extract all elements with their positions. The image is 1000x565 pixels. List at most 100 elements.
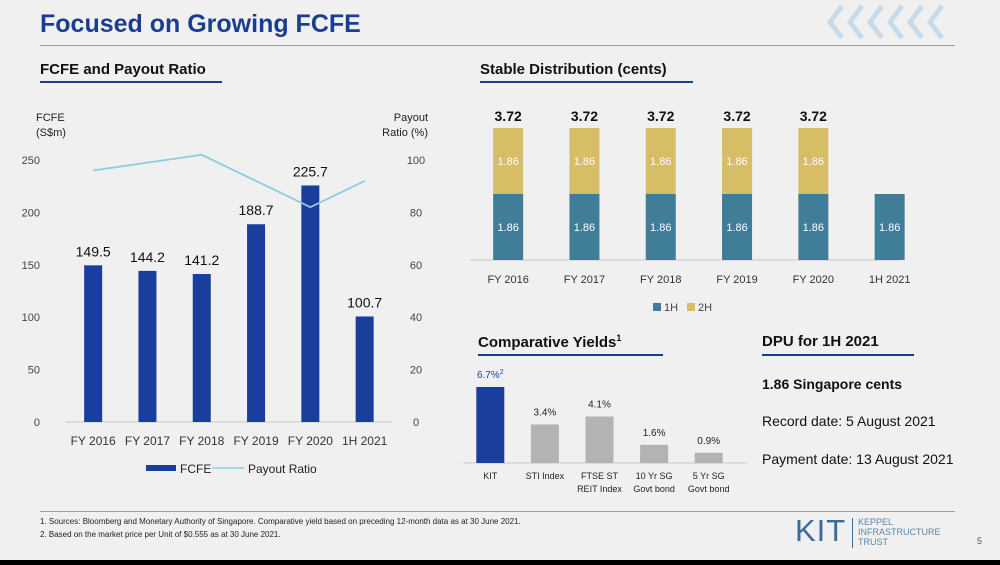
yield-bar — [585, 416, 614, 463]
fcfe-x-tick: 1H 2021 — [342, 434, 388, 448]
distribution-bar-2h — [645, 128, 676, 194]
legend-fcfe-label: FCFE — [180, 462, 211, 476]
fcfe-bar — [247, 224, 266, 422]
distribution-x-tick: 1H 2021 — [869, 274, 911, 286]
legend-payout-label: Payout Ratio — [248, 462, 317, 476]
fcfe-x-tick: FY 2018 — [179, 434, 224, 448]
fcfe-section-heading: FCFE and Payout Ratio — [40, 61, 206, 78]
distribution-bar-label: 1.86 — [879, 222, 900, 234]
fcfe-y-tick: 50 — [28, 365, 40, 377]
distribution-bar-1h — [569, 194, 600, 260]
dpu-heading-underline — [762, 354, 914, 356]
fcfe-bar — [84, 265, 103, 422]
dpu-payment-date: Payment date: 13 August 2021 — [762, 451, 954, 467]
fcfe-axis-title-line1: FCFE — [36, 112, 65, 124]
logo-text: KEPPEL INFRASTRUCTURE TRUST — [858, 517, 941, 547]
payout-y-tick: 100 — [407, 155, 425, 167]
dpu-record-date: Record date: 5 August 2021 — [762, 413, 936, 429]
yield-bar-label: 1.6% — [643, 428, 666, 439]
yield-x-tick: 5 Yr SG — [693, 471, 725, 481]
payout-y-tick: 40 — [410, 312, 422, 324]
distribution-bar-2h — [798, 128, 829, 194]
distribution-total-label: 3.72 — [723, 108, 750, 124]
kit-logo: KIT — [795, 513, 847, 548]
chevron-pattern-icon — [826, 4, 944, 40]
distribution-bar-1h — [493, 194, 524, 260]
fcfe-y-tick: 0 — [34, 417, 40, 429]
distribution-bar-label: 1.86 — [574, 156, 595, 168]
fcfe-bar-label: 149.5 — [76, 243, 111, 259]
yield-x-tick: Govt bond — [688, 484, 730, 494]
fcfe-y-tick: 150 — [22, 260, 40, 272]
yield-x-tick: FTSE ST — [581, 471, 619, 481]
yield-bar — [476, 387, 505, 463]
legend-2h-label: 2H — [698, 302, 712, 314]
yield-x-tick: 10 Yr SG — [636, 471, 673, 481]
logo-text-line1: KEPPEL — [858, 517, 894, 527]
fcfe-payout-chart: FCFE (S$m) Payout Ratio (%) 050100150200… — [22, 112, 428, 476]
yield-bar-label: 4.1% — [588, 399, 611, 410]
distribution-bar-label: 1.86 — [650, 222, 671, 234]
fcfe-bar — [301, 185, 320, 422]
fcfe-bar-label: 225.7 — [293, 163, 328, 179]
distribution-x-tick: FY 2017 — [564, 274, 605, 286]
distribution-bar-label: 1.86 — [726, 222, 747, 234]
fcfe-x-tick: FY 2016 — [71, 434, 116, 448]
fcfe-bar-label: 188.7 — [239, 202, 274, 218]
distribution-bar-1h — [798, 194, 829, 260]
yield-bar-label: 0.9% — [697, 436, 720, 447]
stable-heading-underline — [480, 81, 693, 83]
fcfe-bar-label: 141.2 — [184, 252, 219, 268]
fcfe-axis-title-line2: (S$m) — [36, 127, 66, 139]
fcfe-bar-label: 144.2 — [130, 249, 165, 265]
fcfe-bar — [355, 316, 374, 422]
distribution-bar-label: 1.86 — [726, 156, 747, 168]
fcfe-y-tick: 200 — [22, 207, 40, 219]
fcfe-heading-underline — [40, 81, 222, 83]
payout-y-tick: 20 — [410, 365, 422, 377]
fcfe-y-tick: 250 — [22, 155, 40, 167]
distribution-bar-label: 1.86 — [803, 156, 824, 168]
payout-ratio-line — [93, 153, 366, 209]
yield-bar — [640, 444, 669, 463]
legend-1h-label: 1H — [664, 302, 678, 314]
distribution-total-label: 3.72 — [800, 108, 827, 124]
yield-bar — [694, 452, 723, 463]
distribution-bar-label: 1.86 — [574, 222, 595, 234]
distribution-x-tick: FY 2020 — [793, 274, 834, 286]
comparative-yields-footnote-ref: 1 — [616, 333, 622, 343]
yields-heading-underline — [478, 354, 663, 356]
distribution-x-tick: FY 2018 — [640, 274, 681, 286]
fcfe-x-tick: FY 2019 — [233, 434, 278, 448]
distribution-bar-2h — [722, 128, 753, 194]
fcfe-bar — [192, 274, 211, 422]
comparative-yields-title: Comparative Yields — [478, 334, 617, 351]
distribution-total-label: 3.72 — [571, 108, 598, 124]
payout-y-tick: 60 — [410, 260, 422, 272]
payout-y-tick: 0 — [413, 417, 419, 429]
distribution-x-tick: FY 2019 — [716, 274, 757, 286]
fcfe-x-tick: FY 2017 — [125, 434, 170, 448]
yield-bar — [530, 424, 559, 463]
distribution-x-tick: FY 2016 — [487, 274, 528, 286]
fcfe-x-tick: FY 2020 — [288, 434, 333, 448]
dpu-amount: 1.86 Singapore cents — [762, 376, 903, 392]
yield-bar-label: 3.4% — [534, 407, 557, 418]
distribution-bar-2h — [493, 128, 524, 194]
title-divider — [40, 45, 955, 46]
fcfe-y-tick: 100 — [22, 312, 40, 324]
yield-x-tick: REIT Index — [577, 484, 622, 494]
footnote-1: 1. Sources: Bloomberg and Monetary Autho… — [40, 517, 521, 526]
distribution-bar-label: 1.86 — [497, 156, 518, 168]
yield-x-tick: Govt bond — [633, 484, 675, 494]
page-title: Focused on Growing FCFE — [40, 10, 361, 38]
distribution-bar-label: 1.86 — [497, 222, 518, 234]
dpu-heading: DPU for 1H 2021 — [762, 333, 879, 350]
footer-divider — [40, 511, 955, 512]
yield-bar-label: 6.7%2 — [477, 369, 504, 381]
yield-x-tick: STI Index — [526, 471, 565, 481]
distribution-total-label: 3.72 — [647, 108, 674, 124]
comparative-yields-heading: Comparative Yields1 — [478, 333, 621, 351]
logo-text-line2: INFRASTRUCTURE — [858, 527, 941, 537]
